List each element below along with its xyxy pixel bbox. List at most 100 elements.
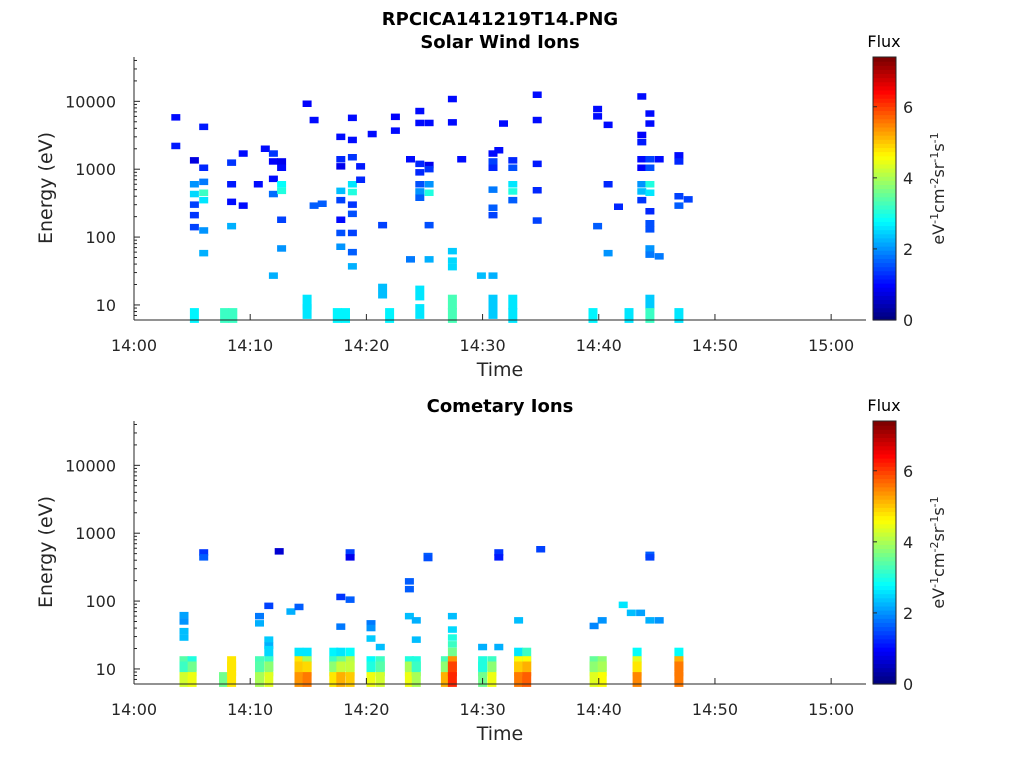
colorbar-segment [873,237,896,243]
heatmap-cell [508,164,518,171]
colorbar-segment [873,106,896,112]
colorbar-segment [873,589,896,595]
heatmap-cell [597,617,607,624]
heatmap-cell [637,131,647,139]
heatmap-cell [645,120,655,127]
heatmap-cell [228,308,238,323]
heatmap-cell [347,136,357,144]
heatmap-cell [309,116,319,124]
heatmap-cell [264,645,274,661]
heatmap-cell [645,245,655,252]
colorbar-title: Flux [867,32,900,51]
colorbar-segment [873,626,896,632]
heatmap-cell [603,181,613,188]
heatmap-cell [329,672,339,687]
colorbar-segment [873,523,896,529]
colorbar-segment [873,544,896,549]
heatmap-cell [654,253,664,260]
x-tick-label: 14:40 [576,336,622,355]
heatmap-cell [440,661,450,677]
colorbar-segment [873,618,896,623]
colorbar-segment [873,291,896,296]
heatmap-cell [494,147,504,154]
heatmap-cell [674,158,684,165]
heatmap-cell [302,294,312,310]
colorbar-title: Flux [867,396,900,415]
colorbar-segment [873,453,896,459]
heatmap-cell [424,119,434,127]
heatmap-cell [227,181,237,188]
heatmap-cell [336,623,346,630]
heatmap-cell [294,661,304,677]
colorbar-tick-label: 4 [903,169,913,188]
colorbar-segment [873,560,896,566]
heatmap-cell [637,196,647,204]
heatmap-cell [227,159,237,166]
heatmap-cell [654,156,664,163]
heatmap-cell [277,181,287,188]
colorbar-segment [873,651,896,656]
heatmap-cell [404,661,414,677]
colorbar-segment [873,503,896,508]
y-axis-label: Energy (eV) [35,132,57,244]
heatmap-cell [332,308,342,323]
colorbar-segment [873,246,896,251]
colorbar-segment [873,564,896,570]
colorbar-segment [873,311,896,317]
heatmap-cell [532,217,542,224]
heatmap-cell [645,294,655,310]
colorbar-segment [873,486,896,492]
heatmap-cell [268,158,278,165]
heatmap-cell [179,627,189,635]
heatmap-cell [488,158,498,165]
heatmap-cell [411,672,421,687]
colorbar-segment [873,184,896,190]
colorbar-segment [873,155,896,161]
heatmap-cell [268,175,278,183]
colorbar-segment [873,478,896,484]
colorbar-segment [873,180,896,185]
heatmap-cell [478,643,488,651]
colorbar-segment [873,77,896,83]
colorbar-segment [873,437,896,443]
heatmap-cell [488,164,498,171]
heatmap-cell [494,643,504,651]
colorbar-segment [873,266,896,272]
colorbar-segment [873,192,896,198]
heatmap-cell [603,121,613,129]
heatmap-cell [238,150,248,157]
colorbar-segment [873,573,896,578]
colorbar-segment [873,511,896,517]
heatmap-cell [487,672,497,687]
x-tick-label: 14:10 [227,700,273,719]
heatmap-cell [488,304,498,319]
heatmap-cell [499,120,508,127]
heatmap-cell [375,643,385,651]
x-tick-label: 14:30 [460,336,506,355]
heatmap-cell [189,223,199,231]
heatmap-cell [238,202,248,209]
heatmap-cell [636,609,646,617]
heatmap-cell [179,618,189,625]
colorbar-segment [873,671,896,677]
colorbar-segment [873,114,896,120]
colorbar-segment [873,303,896,309]
heatmap-cell [199,178,209,186]
heatmap-cell [274,548,284,555]
colorbar-segment [873,445,896,451]
colorbar-segment [873,494,896,500]
heatmap-cell [255,620,264,627]
heatmap-cell [345,596,355,603]
heatmap-cell [415,160,425,168]
colorbar-frame [872,420,897,685]
heatmap-cell [294,672,304,687]
colorbar-segment [873,225,896,231]
colorbar-segment [873,474,896,480]
heatmap-cell [532,116,542,124]
x-tick-label: 14:00 [111,700,157,719]
heatmap-cell [645,181,655,188]
heatmap-cell [294,647,304,663]
heatmap-cell [614,203,623,210]
heatmap-cell [302,672,312,687]
y-tick-label: 100 [85,592,116,611]
